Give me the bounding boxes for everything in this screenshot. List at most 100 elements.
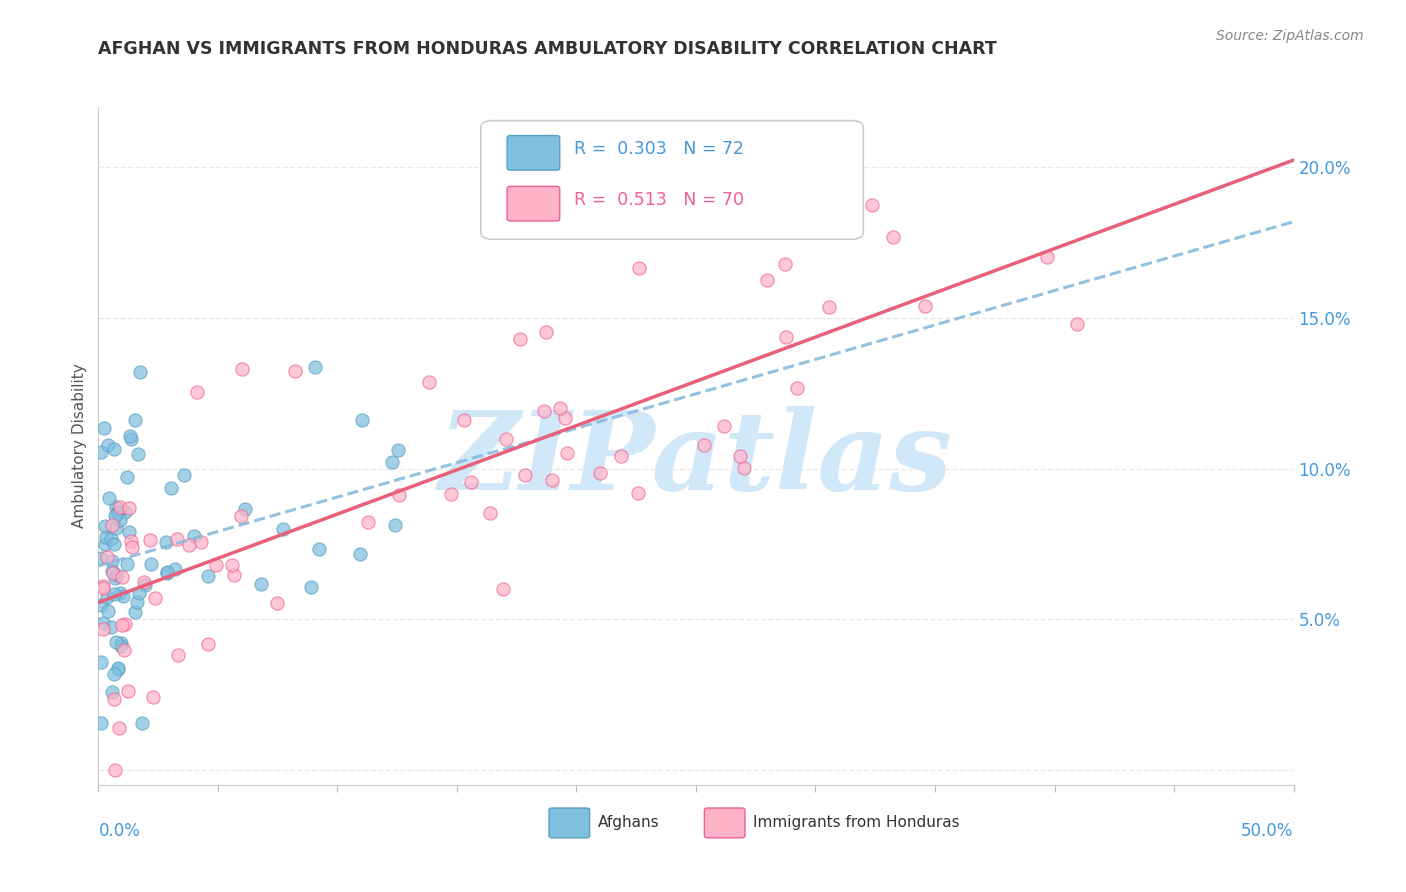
Point bbox=[167, 648, 190, 662]
Point bbox=[111, 589, 134, 603]
Point bbox=[100, 532, 122, 546]
Text: AFGHAN VS IMMIGRANTS FROM HONDURAS AMBULATORY DISABILITY CORRELATION CHART: AFGHAN VS IMMIGRANTS FROM HONDURAS AMBUL… bbox=[98, 40, 997, 58]
Point bbox=[882, 229, 904, 244]
Point bbox=[479, 507, 502, 521]
Point bbox=[548, 401, 571, 416]
Point bbox=[96, 590, 118, 604]
Point bbox=[101, 565, 124, 579]
Point bbox=[114, 617, 136, 632]
Point bbox=[110, 500, 132, 515]
FancyBboxPatch shape bbox=[508, 186, 560, 221]
Point bbox=[90, 598, 112, 612]
Point bbox=[533, 403, 555, 417]
Point bbox=[139, 558, 162, 572]
Point bbox=[105, 568, 128, 582]
Text: R =  0.303   N = 72: R = 0.303 N = 72 bbox=[574, 140, 744, 158]
Point bbox=[93, 420, 115, 434]
Point bbox=[381, 455, 404, 469]
Point bbox=[627, 260, 650, 275]
Point bbox=[100, 517, 122, 532]
Point bbox=[108, 586, 131, 600]
Point bbox=[104, 763, 127, 777]
Point bbox=[97, 437, 120, 451]
Point bbox=[693, 437, 716, 451]
Point bbox=[453, 413, 475, 427]
Point bbox=[589, 467, 612, 481]
Point bbox=[138, 533, 160, 548]
Text: 50.0%: 50.0% bbox=[1241, 822, 1294, 840]
FancyBboxPatch shape bbox=[481, 120, 863, 239]
Point bbox=[94, 530, 117, 544]
Text: 0.0%: 0.0% bbox=[98, 822, 141, 840]
Point bbox=[103, 537, 125, 551]
Point bbox=[418, 376, 440, 390]
Point bbox=[233, 502, 256, 516]
Point bbox=[134, 578, 156, 592]
FancyBboxPatch shape bbox=[548, 808, 589, 838]
Point bbox=[350, 412, 373, 426]
Point bbox=[197, 637, 219, 651]
Point bbox=[384, 517, 406, 532]
Text: Afghans: Afghans bbox=[598, 814, 659, 830]
Point bbox=[101, 554, 124, 568]
Y-axis label: Ambulatory Disability: Ambulatory Disability bbox=[72, 364, 87, 528]
Point bbox=[817, 301, 839, 315]
Point bbox=[197, 569, 219, 583]
Point bbox=[105, 521, 128, 535]
Point bbox=[100, 620, 122, 634]
Point bbox=[142, 690, 165, 704]
Point bbox=[107, 662, 129, 676]
Point bbox=[111, 617, 134, 632]
Point bbox=[100, 685, 122, 699]
Point bbox=[166, 532, 188, 546]
Point bbox=[91, 581, 114, 595]
FancyBboxPatch shape bbox=[508, 136, 560, 170]
Point bbox=[115, 558, 138, 572]
Point bbox=[509, 332, 531, 346]
Point bbox=[110, 570, 132, 584]
Point bbox=[118, 525, 141, 540]
Point bbox=[266, 596, 288, 610]
Point bbox=[114, 504, 136, 518]
Point bbox=[155, 535, 177, 549]
Point bbox=[127, 595, 149, 609]
Point bbox=[440, 487, 463, 501]
Point bbox=[250, 576, 273, 591]
Point bbox=[460, 475, 482, 490]
Point bbox=[730, 449, 752, 463]
Point bbox=[186, 384, 208, 399]
Point bbox=[107, 505, 129, 519]
Point bbox=[357, 516, 380, 530]
Point bbox=[91, 622, 114, 636]
Text: Immigrants from Honduras: Immigrants from Honduras bbox=[754, 814, 960, 830]
Point bbox=[713, 418, 735, 433]
Point bbox=[492, 582, 515, 597]
Point bbox=[94, 519, 117, 533]
Point bbox=[118, 500, 141, 515]
Point bbox=[120, 534, 142, 549]
Point bbox=[129, 365, 152, 379]
Point bbox=[773, 257, 796, 271]
Point bbox=[90, 655, 112, 669]
Point bbox=[90, 445, 112, 459]
Point bbox=[229, 509, 252, 524]
Point bbox=[107, 661, 129, 675]
Point bbox=[117, 683, 139, 698]
Text: Source: ZipAtlas.com: Source: ZipAtlas.com bbox=[1216, 29, 1364, 43]
Point bbox=[104, 500, 127, 515]
Point bbox=[495, 432, 517, 446]
Point bbox=[862, 198, 884, 212]
Point bbox=[183, 529, 205, 543]
Point bbox=[205, 558, 228, 573]
Point bbox=[775, 330, 797, 344]
Point bbox=[98, 491, 121, 505]
Point bbox=[165, 562, 187, 576]
Point bbox=[173, 467, 195, 482]
Point bbox=[124, 413, 146, 427]
Point bbox=[103, 587, 125, 601]
Point bbox=[222, 568, 245, 582]
Point bbox=[190, 535, 212, 549]
Point bbox=[145, 591, 167, 606]
Text: ZIPatlas: ZIPatlas bbox=[439, 406, 953, 513]
Point bbox=[284, 364, 307, 378]
